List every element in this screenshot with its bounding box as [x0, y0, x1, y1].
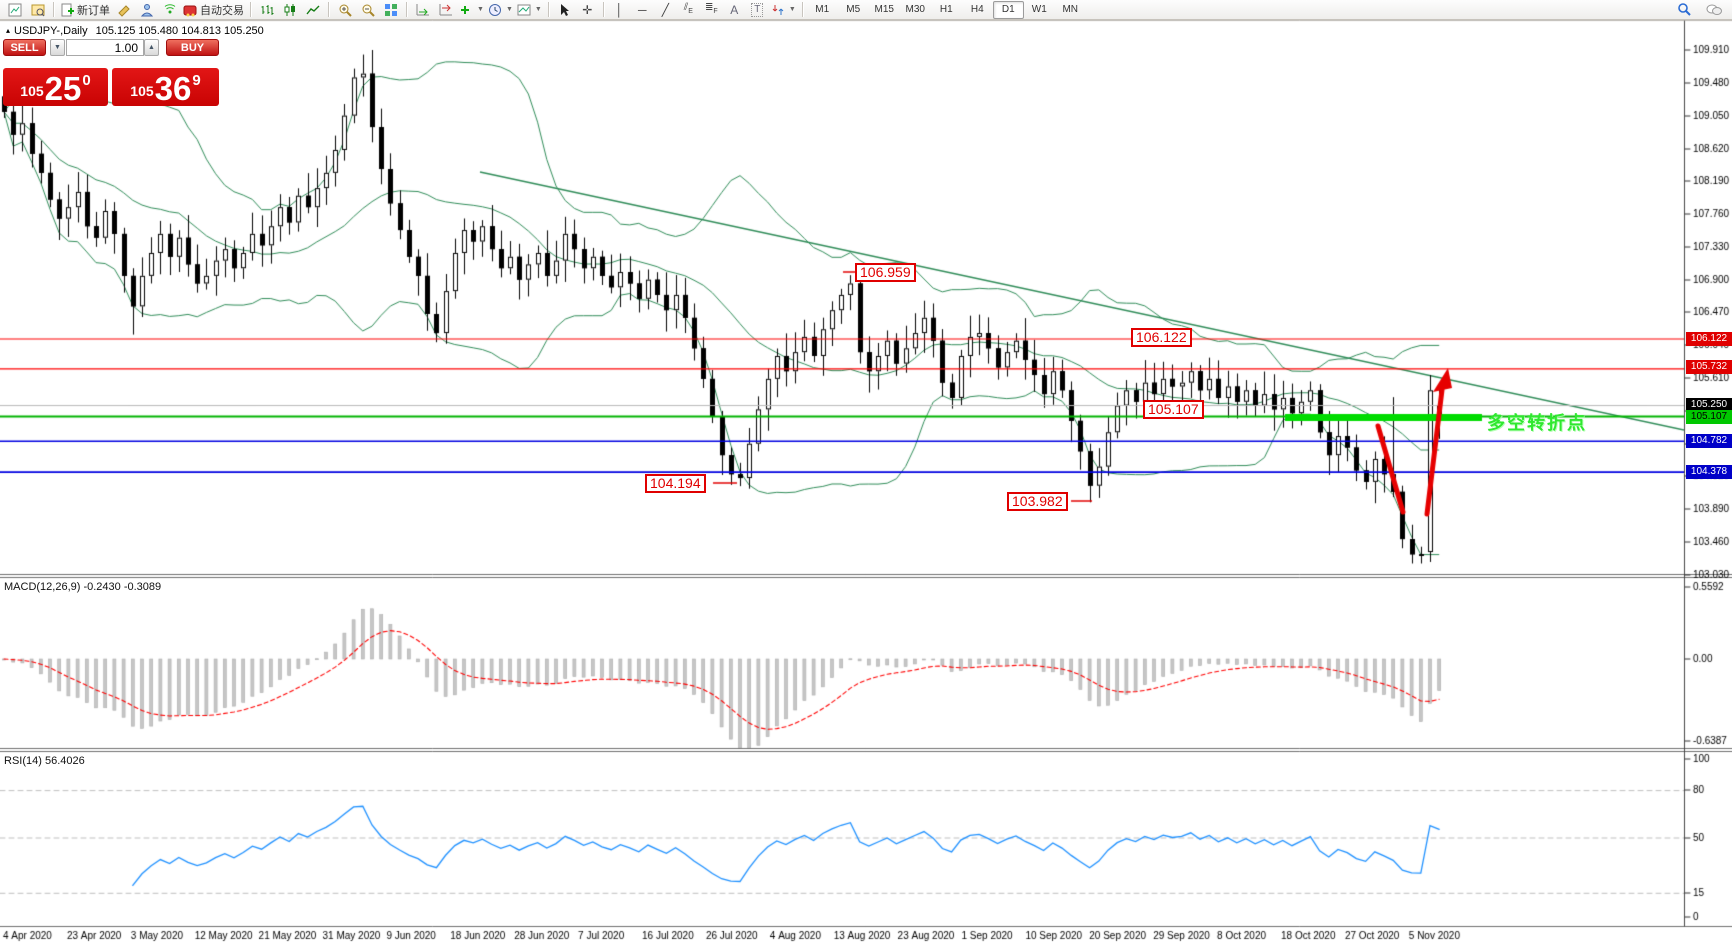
axis-price-badge: 105.250 — [1686, 398, 1732, 412]
symbol-period-label: USDJPY-,Daily — [14, 25, 88, 37]
sell-button[interactable]: SELL — [3, 39, 46, 56]
chevron-down-icon: ▼ — [477, 6, 484, 13]
new-chart-button[interactable] — [3, 1, 26, 18]
timeframe-h1-button[interactable]: H1 — [939, 4, 953, 15]
price-callout[interactable]: 104.194 — [645, 474, 706, 493]
search-button[interactable] — [1673, 1, 1696, 18]
buy-price-pip: 9 — [192, 72, 201, 89]
price-callout[interactable]: 103.982 — [1007, 492, 1068, 511]
new-order-label: 新订单 — [77, 4, 110, 17]
bar-chart-button[interactable] — [255, 1, 278, 18]
sell-price-display[interactable]: 105 25 0 — [3, 68, 108, 106]
timeframe-m1-button[interactable]: M1 — [815, 4, 830, 15]
volume-input[interactable] — [66, 39, 144, 56]
arrows-button[interactable]: ▼ — [769, 1, 798, 18]
price-callout[interactable]: 105.107 — [1143, 400, 1204, 419]
candlestick-chart-button[interactable] — [278, 1, 301, 18]
sell-price-pip: 0 — [82, 72, 91, 89]
autotrading-icon — [183, 3, 197, 17]
styler-icon-button[interactable] — [112, 1, 135, 18]
text-button[interactable]: A — [730, 2, 739, 17]
chart-title: ▴ USDJPY-,Daily 105.125 105.480 104.813 10… — [6, 25, 264, 37]
timeframe-w1-button[interactable]: W1 — [1031, 4, 1047, 15]
zoom-out-button[interactable] — [356, 1, 379, 18]
new-order-button[interactable]: 新订单 — [58, 1, 112, 18]
buy-price-base: 105 — [130, 83, 154, 99]
timeframe-h4-button[interactable]: H4 — [970, 4, 984, 15]
buy-price-display[interactable]: 105 36 9 — [112, 68, 219, 106]
volume-up-button[interactable]: ▲ — [144, 39, 159, 56]
chart-shift-button[interactable] — [434, 1, 457, 18]
fibonacci-button[interactable]: ≣F — [704, 1, 718, 15]
profiles-button[interactable] — [26, 1, 49, 18]
period-clock-button[interactable]: ▼ — [486, 1, 515, 18]
price-callout[interactable]: 106.122 — [1131, 328, 1192, 347]
chevron-down-icon: ▼ — [505, 6, 513, 13]
sell-price-main: 25 — [44, 70, 82, 107]
crosshair-button[interactable]: ✛ — [582, 2, 593, 17]
trendline-button[interactable]: ╱ — [661, 2, 669, 17]
buy-price-main: 36 — [154, 70, 192, 107]
axis-price-badge: 105.732 — [1686, 360, 1732, 374]
horizontal-line-button[interactable]: ─ — [638, 2, 647, 17]
chevron-down-icon: ▼ — [788, 6, 796, 13]
turning-point-label[interactable]: 多空转折点 — [1487, 413, 1587, 433]
collapse-marker-icon[interactable]: ▴ — [6, 26, 11, 35]
chat-button[interactable] — [1702, 1, 1725, 18]
new-order-icon — [60, 3, 74, 17]
add-indicator-button[interactable]: ▼ — [457, 1, 486, 18]
templates-button[interactable]: ▼ — [515, 1, 544, 18]
cursor-button[interactable] — [553, 1, 576, 18]
sell-price-base: 105 — [20, 83, 44, 99]
line-chart-button[interactable] — [301, 1, 324, 18]
macd-indicator-label: MACD(12,26,9) -0.2430 -0.3089 — [4, 581, 162, 593]
vertical-line-button[interactable]: │ — [615, 2, 624, 17]
autotrading-label: 自动交易 — [200, 4, 244, 17]
text-label-button[interactable]: T — [746, 1, 769, 18]
autotrading-button[interactable]: 自动交易 — [181, 1, 246, 18]
expert-advisor-button[interactable] — [135, 1, 158, 18]
axis-price-badge: 105.107 — [1686, 410, 1732, 424]
equidistant-channel-button[interactable]: ⫽E — [683, 1, 693, 15]
timeframe-mn-button[interactable]: MN — [1062, 4, 1079, 15]
timeframe-m30-button[interactable]: M30 — [905, 4, 925, 15]
signals-button[interactable] — [158, 1, 181, 18]
one-click-trading-panel: SELL ▼ ▲ BUY 105 25 0 105 36 9 — [3, 39, 219, 107]
toolbar: 新订单 自动交易 ▼ ▼ ▼ ✛ │ ─ ╱ ⫽E ≣F A T ▼ M1 M5… — [0, 0, 1732, 20]
chevron-down-icon: ▼ — [534, 6, 542, 13]
axis-price-badge: 104.378 — [1686, 465, 1732, 479]
buy-button[interactable]: BUY — [166, 39, 219, 56]
rsi-indicator-label: RSI(14) 56.4026 — [4, 755, 85, 767]
price-callout[interactable]: 106.959 — [855, 263, 916, 282]
ohlc-values: 105.125 105.480 104.813 105.250 — [95, 25, 264, 37]
volume-down-button[interactable]: ▼ — [50, 39, 65, 56]
axis-price-badge: 106.122 — [1686, 332, 1732, 346]
zoom-in-button[interactable] — [333, 1, 356, 18]
axis-price-badge: 104.782 — [1686, 434, 1732, 448]
tile-windows-button[interactable] — [379, 1, 402, 18]
timeframe-m15-button[interactable]: M15 — [874, 4, 894, 15]
timeframe-m5-button[interactable]: M5 — [846, 4, 861, 15]
timeframe-d1-button[interactable]: D1 — [992, 0, 1024, 19]
auto-scroll-button[interactable] — [411, 1, 434, 18]
